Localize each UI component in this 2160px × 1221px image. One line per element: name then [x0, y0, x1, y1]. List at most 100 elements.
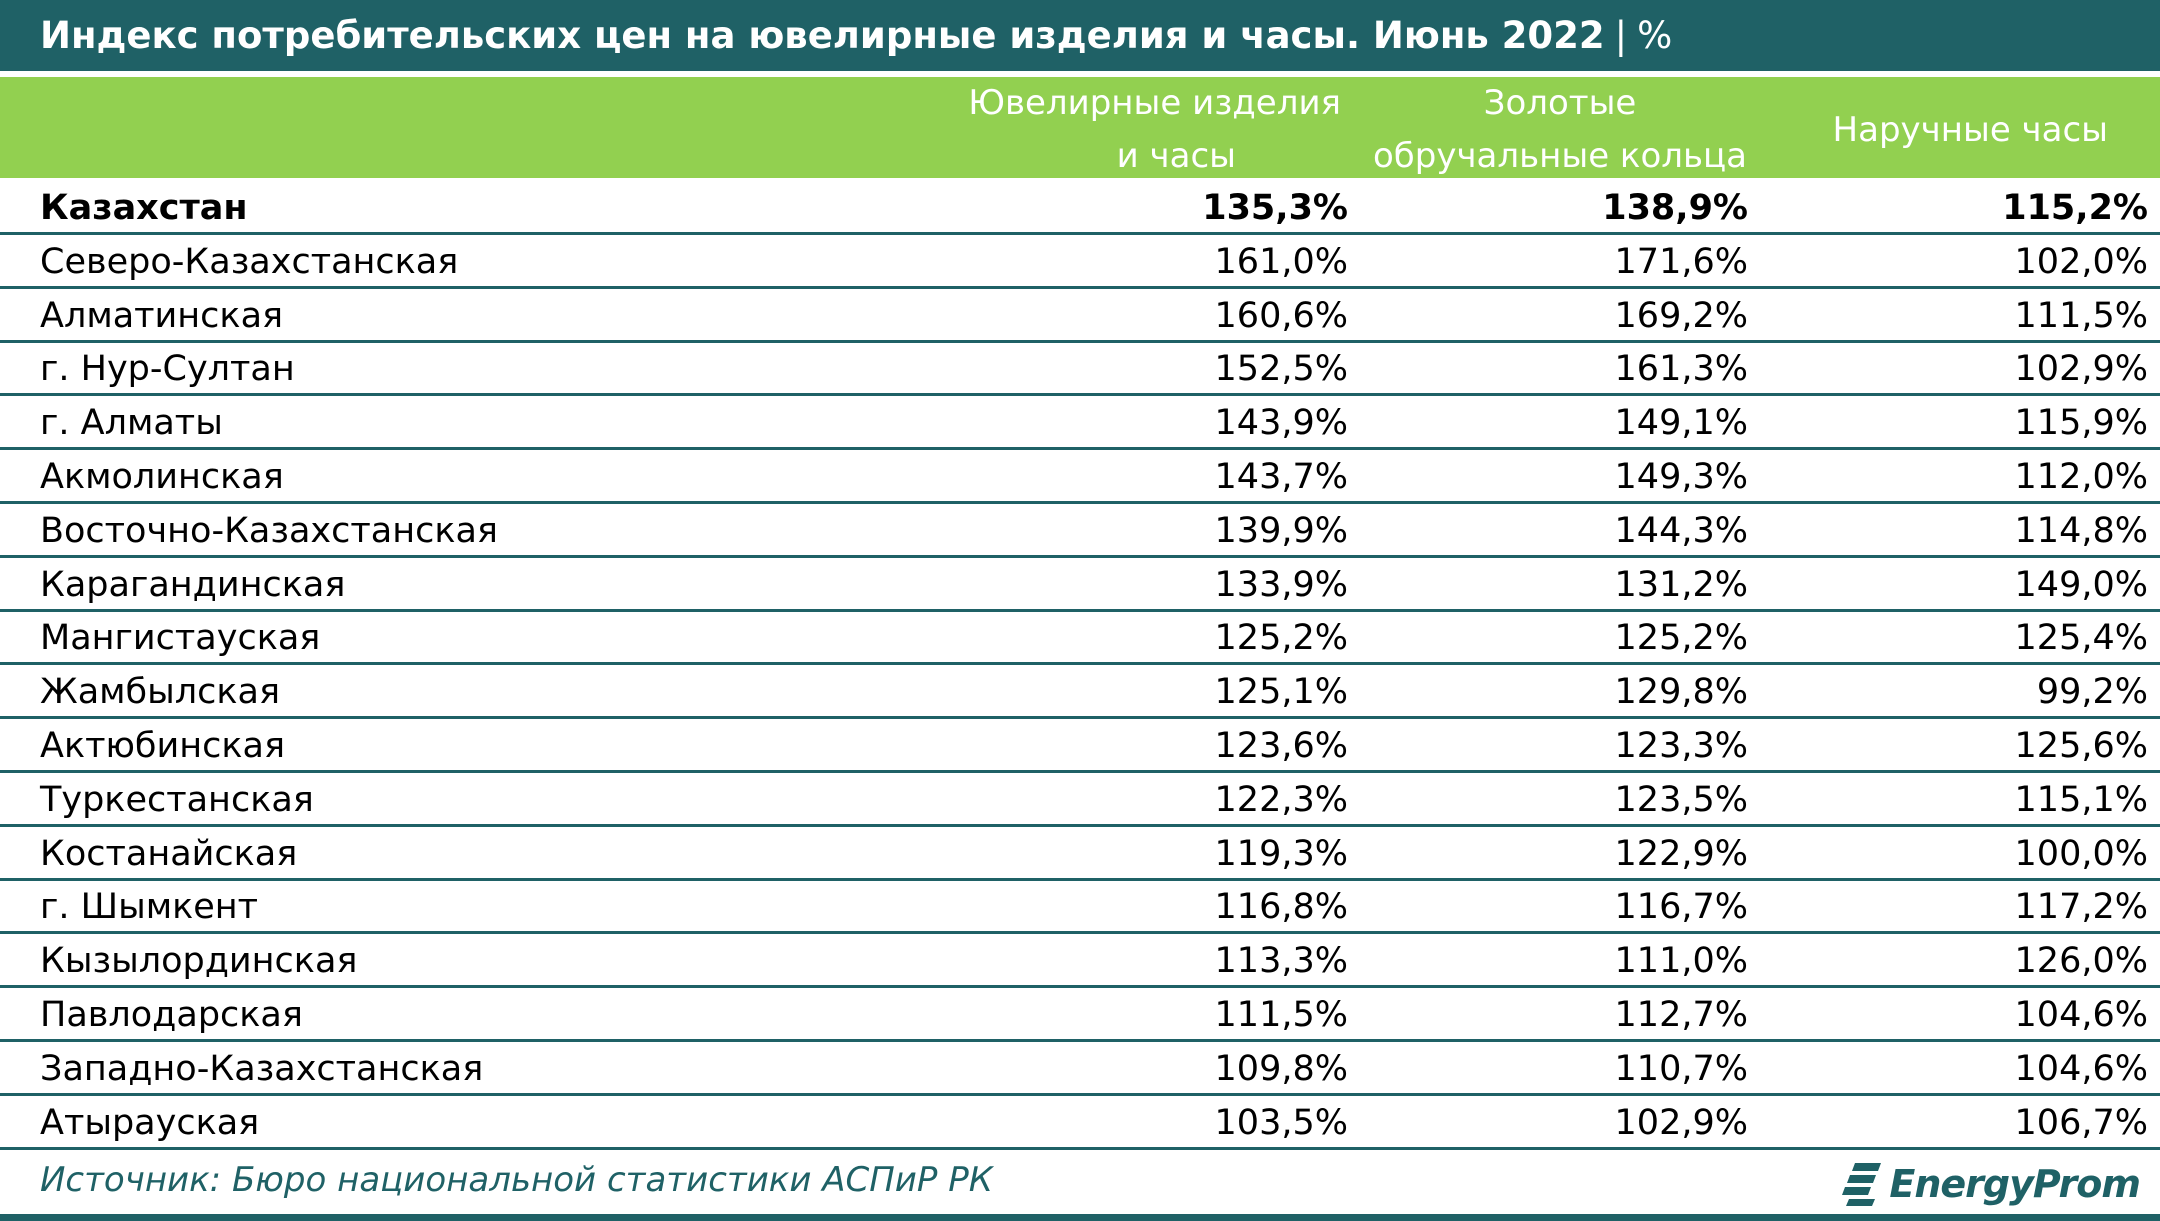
- cell-watches-index: 125,6%: [2014, 726, 2148, 766]
- cell-watches-index: 104,6%: [2014, 1049, 2148, 1089]
- cell-watches-index: 111,5%: [2014, 296, 2148, 336]
- table-row: Карагандинская 133,9% 131,2% 149,0%: [0, 558, 2160, 612]
- row-region-name: Туркестанская: [40, 780, 314, 820]
- cell-gold-rings-index: 125,2%: [1614, 618, 1748, 658]
- row-region-name: Актюбинская: [40, 726, 286, 766]
- cell-jewelry-index: 152,5%: [1214, 349, 1348, 389]
- cell-gold-rings-index: 112,7%: [1614, 995, 1748, 1035]
- table-row: Туркестанская 122,3% 123,5% 115,1%: [0, 773, 2160, 827]
- cell-watches-index: 117,2%: [2014, 887, 2148, 927]
- cell-gold-rings-index: 111,0%: [1614, 941, 1748, 981]
- cell-gold-rings-index: 123,5%: [1614, 780, 1748, 820]
- cell-jewelry-index: 113,3%: [1214, 941, 1348, 981]
- row-region-name: Костанайская: [40, 834, 298, 874]
- row-region-name: Северо-Казахстанская: [40, 242, 459, 282]
- table-row: Актюбинская 123,6% 123,3% 125,6%: [0, 719, 2160, 773]
- cell-jewelry-index: 161,0%: [1214, 242, 1348, 282]
- cell-watches-index: 126,0%: [2014, 941, 2148, 981]
- table-row: г. Шымкент 116,8% 116,7% 117,2%: [0, 880, 2160, 934]
- row-region-name: Карагандинская: [40, 565, 346, 605]
- title-text: Индекс потребительских цен на ювелирные …: [40, 14, 1605, 57]
- cell-watches-index: 102,9%: [2014, 349, 2148, 389]
- page-title: Индекс потребительских цен на ювелирные …: [0, 0, 2160, 71]
- row-region-name: г. Шымкент: [40, 887, 259, 927]
- cell-watches-index: 115,9%: [2014, 403, 2148, 443]
- row-region-name: Казахстан: [40, 188, 248, 228]
- cell-jewelry-index: 123,6%: [1214, 726, 1348, 766]
- row-region-name: Атырауская: [40, 1103, 260, 1143]
- cell-gold-rings-index: 123,3%: [1614, 726, 1748, 766]
- table-row: Акмолинская 143,7% 149,3% 112,0%: [0, 450, 2160, 504]
- column-header-gold-rings: Золотые обручальные кольца: [1370, 77, 1750, 183]
- cell-watches-index: 115,1%: [2014, 780, 2148, 820]
- table-row: Восточно-Казахстанская 139,9% 144,3% 114,8%: [0, 504, 2160, 558]
- table-row: Западно-Казахстанская 109,8% 110,7% 104,6%: [0, 1042, 2160, 1096]
- row-region-name: Алматинская: [40, 296, 284, 336]
- cell-jewelry-index: 135,3%: [1202, 188, 1348, 228]
- table-row: Атырауская 103,5% 102,9% 106,7%: [0, 1096, 2160, 1150]
- column-header-jewelry-line1: Ювелирные изделия: [968, 83, 1341, 123]
- table-row: Жамбылская 125,1% 129,8% 99,2%: [0, 665, 2160, 719]
- row-region-name: г. Алматы: [40, 403, 223, 443]
- cell-gold-rings-index: 129,8%: [1614, 672, 1748, 712]
- cell-gold-rings-index: 122,9%: [1614, 834, 1748, 874]
- cell-watches-index: 99,2%: [2036, 672, 2148, 712]
- cell-watches-index: 115,2%: [2002, 188, 2148, 228]
- title-gap: [0, 71, 2160, 77]
- cell-jewelry-index: 139,9%: [1214, 511, 1348, 551]
- cell-gold-rings-index: 161,3%: [1614, 349, 1748, 389]
- cell-gold-rings-index: 102,9%: [1614, 1103, 1748, 1143]
- cell-watches-index: 112,0%: [2014, 457, 2148, 497]
- cell-jewelry-index: 109,8%: [1214, 1049, 1348, 1089]
- row-region-name: Кызылординская: [40, 941, 358, 981]
- cell-jewelry-index: 116,8%: [1214, 887, 1348, 927]
- cell-watches-index: 106,7%: [2014, 1103, 2148, 1143]
- cell-gold-rings-index: 149,1%: [1614, 403, 1748, 443]
- cell-jewelry-index: 103,5%: [1214, 1103, 1348, 1143]
- column-header-gold-rings-line2: обручальные кольца: [1372, 136, 1748, 176]
- cell-gold-rings-index: 116,7%: [1614, 887, 1748, 927]
- column-header-gold-rings-line1: Золотые: [1483, 83, 1637, 123]
- title-unit: %: [1637, 14, 1673, 57]
- cell-gold-rings-index: 169,2%: [1614, 296, 1748, 336]
- bottom-rule: [0, 1214, 2160, 1221]
- cell-gold-rings-index: 171,6%: [1614, 242, 1748, 282]
- cell-jewelry-index: 160,6%: [1214, 296, 1348, 336]
- cell-jewelry-index: 125,1%: [1214, 672, 1348, 712]
- column-header-jewelry-line2: и часы: [1116, 136, 1236, 176]
- cell-gold-rings-index: 110,7%: [1614, 1049, 1748, 1089]
- cell-gold-rings-index: 138,9%: [1602, 188, 1748, 228]
- table-row: Алматинская 160,6% 169,2% 111,5%: [0, 289, 2160, 343]
- cell-watches-index: 100,0%: [2014, 834, 2148, 874]
- cell-jewelry-index: 133,9%: [1214, 565, 1348, 605]
- row-region-name: Мангистауская: [40, 618, 321, 658]
- cell-gold-rings-index: 144,3%: [1614, 511, 1748, 551]
- row-region-name: Западно-Казахстанская: [40, 1049, 484, 1089]
- cell-jewelry-index: 119,3%: [1214, 834, 1348, 874]
- cell-watches-index: 125,4%: [2014, 618, 2148, 658]
- cell-jewelry-index: 143,7%: [1214, 457, 1348, 497]
- row-region-name: Акмолинская: [40, 457, 284, 497]
- column-header-jewelry: Ювелирные изделия и часы: [968, 77, 1341, 183]
- row-region-name: Восточно-Казахстанская: [40, 511, 498, 551]
- row-region-name: Павлодарская: [40, 995, 303, 1035]
- table-row: Мангистауская 125,2% 125,2% 125,4%: [0, 611, 2160, 665]
- table-row: Павлодарская 111,5% 112,7% 104,6%: [0, 988, 2160, 1042]
- logo-text: EnergyProm: [1889, 1162, 2141, 1206]
- table-row: Кызылординская 113,3% 111,0% 126,0%: [0, 934, 2160, 988]
- cell-watches-index: 114,8%: [2014, 511, 2148, 551]
- row-region-name: г. Нур-Султан: [40, 349, 295, 389]
- cell-gold-rings-index: 131,2%: [1614, 565, 1748, 605]
- table-row: Северо-Казахстанская 161,0% 171,6% 102,0%: [0, 235, 2160, 289]
- cell-gold-rings-index: 149,3%: [1614, 457, 1748, 497]
- row-region-name: Жамбылская: [40, 672, 281, 712]
- table-header: [0, 77, 2160, 178]
- column-header-watches: Наручные часы: [1832, 110, 2108, 150]
- cell-watches-index: 102,0%: [2014, 242, 2148, 282]
- cell-watches-index: 104,6%: [2014, 995, 2148, 1035]
- cell-jewelry-index: 143,9%: [1214, 403, 1348, 443]
- table-row: Казахстан 135,3% 138,9% 115,2%: [0, 181, 2160, 235]
- energyprom-logo-icon: [1842, 1163, 1882, 1206]
- table-row: г. Нур-Султан 152,5% 161,3% 102,9%: [0, 342, 2160, 396]
- title-separator: |: [1614, 14, 1628, 57]
